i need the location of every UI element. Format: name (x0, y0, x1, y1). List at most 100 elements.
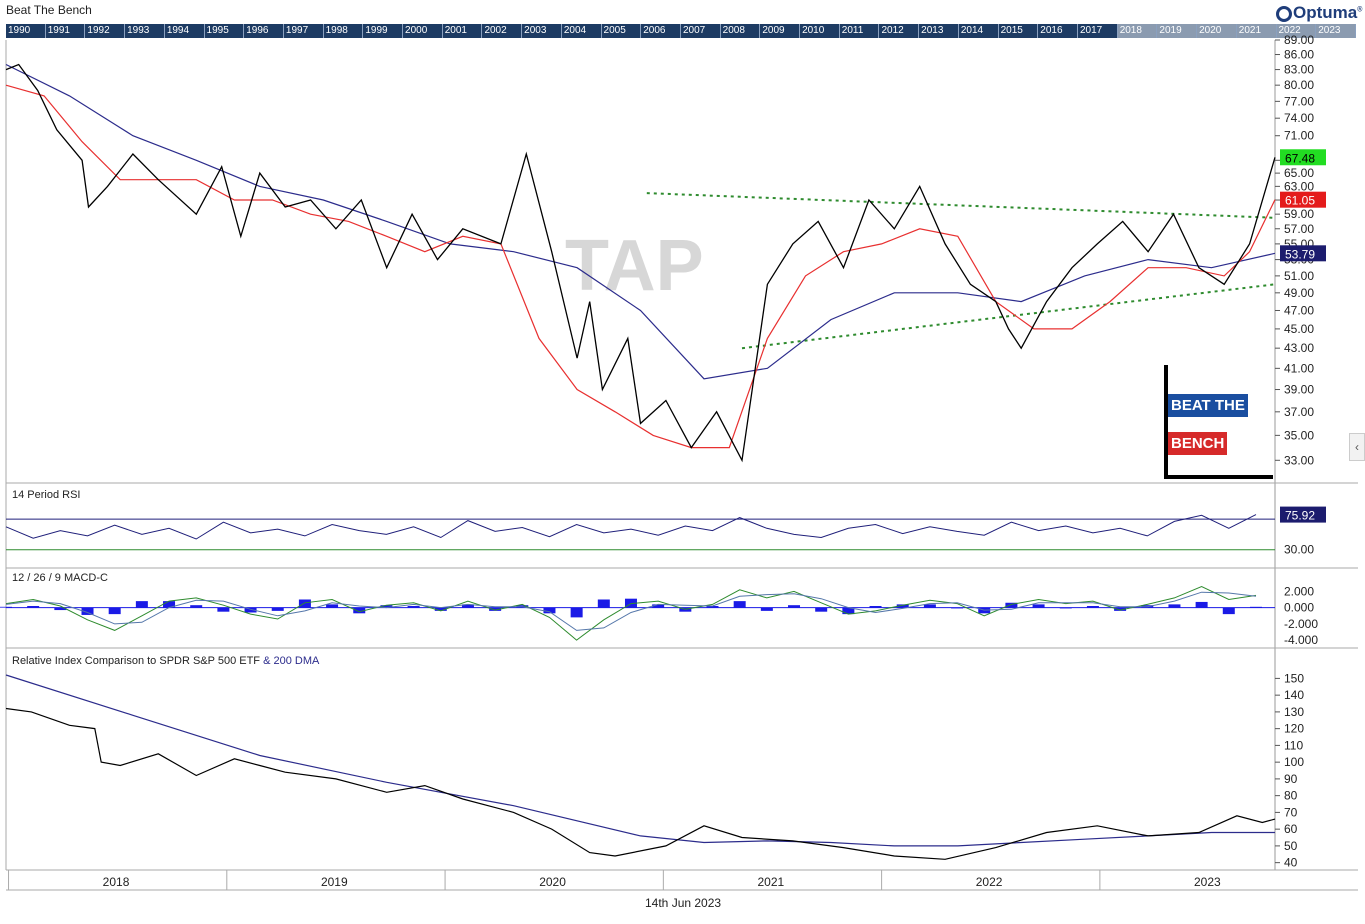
year-button-1992[interactable]: 1992 (85, 24, 126, 38)
relative-panel-title-suffix: & 200 DMA (263, 655, 320, 667)
macd-hist-bar (706, 606, 719, 608)
year-button-1991[interactable]: 1991 (45, 24, 86, 38)
last-value-text-price: 67.48 (1285, 151, 1315, 165)
year-navigator[interactable]: 1990 1991 1992 1993 1994 1995 1996 1997 1998 1999… (6, 24, 1356, 38)
rsi-last-text: 75.92 (1285, 509, 1315, 523)
rsi-tick-label: 30.00 (1284, 543, 1314, 557)
year-button-1994[interactable]: 1994 (164, 24, 205, 38)
year-button-2010[interactable]: 2010 (800, 24, 840, 38)
year-button-2017[interactable]: 2017 (1077, 24, 1118, 38)
macd-hist-bar (543, 607, 556, 614)
last-value-text-ma_fast: 61.05 (1285, 194, 1315, 208)
trendline-upper (646, 192, 1276, 219)
year-button-2022[interactable]: 2022 (1276, 24, 1317, 38)
year-button-2020[interactable]: 2020 (1197, 24, 1237, 38)
macd-hist-bar (407, 606, 420, 608)
year-button-2018[interactable]: 2018 (1117, 24, 1158, 38)
relative-tick-label: 120 (1284, 722, 1304, 736)
year-button-2006[interactable]: 2006 (641, 24, 681, 38)
macd-hist-bar (951, 607, 964, 609)
price-tick-label: 39.00 (1284, 383, 1314, 397)
macd-hist-bar (27, 606, 40, 608)
series-rsi (5, 514, 1257, 540)
collapse-panel-chevron-icon[interactable]: ‹ (1349, 433, 1365, 461)
year-button-1990[interactable]: 1990 (6, 24, 46, 38)
year-button-2012[interactable]: 2012 (879, 24, 920, 38)
year-button-2011[interactable]: 2011 (839, 24, 880, 38)
year-button-1996[interactable]: 1996 (244, 24, 284, 38)
macd-hist-bar (597, 599, 610, 608)
price-tick-label: 83.00 (1284, 63, 1314, 77)
macd-hist-bar (380, 605, 393, 608)
year-button-2014[interactable]: 2014 (958, 24, 999, 38)
year-button-1993[interactable]: 1993 (125, 24, 165, 38)
year-button-2002[interactable]: 2002 (482, 24, 523, 38)
year-button-2001[interactable]: 2001 (442, 24, 483, 38)
series-ma-fast (5, 84, 1276, 449)
relative-tick-label: 110 (1284, 738, 1303, 752)
year-button-1997[interactable]: 1997 (283, 24, 324, 38)
price-tick-label: 74.00 (1284, 111, 1314, 125)
macd-hist-bar (489, 607, 502, 611)
year-button-2016[interactable]: 2016 (1038, 24, 1078, 38)
year-button-2013[interactable]: 2013 (919, 24, 959, 38)
macd-hist-bar (0, 606, 12, 608)
series-macd (5, 585, 1257, 641)
macd-hist-bar (353, 607, 366, 614)
macd-hist-bar (1032, 604, 1045, 608)
year-button-2007[interactable]: 2007 (680, 24, 721, 38)
x-axis-tick-label: 2021 (757, 875, 784, 889)
price-tick-label: 71.00 (1284, 129, 1314, 143)
price-tick-label: 49.00 (1284, 286, 1314, 300)
optuma-o-icon (1276, 6, 1292, 22)
macd-hist-bar (869, 606, 882, 608)
macd-hist-bar (163, 601, 176, 608)
price-tick-label: 86.00 (1284, 48, 1314, 62)
macd-hist-bar (733, 601, 746, 608)
year-button-2021[interactable]: 2021 (1236, 24, 1277, 38)
year-button-2000[interactable]: 2000 (403, 24, 443, 38)
relative-tick-label: 60 (1284, 822, 1298, 836)
year-button-2009[interactable]: 2009 (760, 24, 801, 38)
relative-panel-title: Relative Index Comparison to SPDR S&P 50… (12, 655, 320, 667)
macd-hist-bar (244, 607, 257, 613)
last-value-text-ma_slow: 53.79 (1285, 247, 1315, 261)
macd-tick-label: 0.000 (1284, 601, 1314, 615)
last-value-badge-price (1280, 149, 1326, 166)
macd-hist-bar (842, 607, 855, 615)
watermark-ticker: TAP (565, 226, 704, 306)
year-button-2015[interactable]: 2015 (998, 24, 1039, 38)
year-button-2005[interactable]: 2005 (601, 24, 642, 38)
trendline-lower (741, 283, 1276, 350)
macd-panel-title: 12 / 26 / 9 MACD-C (12, 572, 108, 584)
relative-tick-label: 150 (1284, 671, 1304, 685)
year-button-1999[interactable]: 1999 (363, 24, 404, 38)
relative-tick-label: 80 (1284, 789, 1298, 803)
x-axis-tick-label: 2020 (539, 875, 566, 889)
macd-hist-bar (788, 605, 801, 608)
price-tick-label: 43.00 (1284, 341, 1314, 355)
macd-hist-bar (298, 599, 311, 608)
macd-hist-bar (896, 604, 909, 608)
year-button-1995[interactable]: 1995 (204, 24, 245, 38)
price-tick-label: 51.00 (1284, 269, 1314, 283)
year-button-2008[interactable]: 2008 (720, 24, 761, 38)
price-tick-label: 63.00 (1284, 179, 1314, 193)
year-button-2003[interactable]: 2003 (522, 24, 562, 38)
macd-hist-bar (217, 607, 230, 612)
year-button-2019[interactable]: 2019 (1157, 24, 1198, 38)
rsi-panel-title: 14 Period RSI (12, 489, 80, 501)
x-axis-tick-label: 2019 (321, 875, 348, 889)
x-axis-tick-label: 2022 (976, 875, 1003, 889)
macd-hist-bar (652, 604, 665, 608)
macd-hist-bar (1195, 601, 1208, 608)
last-value-badge-ma_fast (1280, 191, 1326, 208)
price-tick-label: 33.00 (1284, 453, 1314, 467)
series-relative (5, 707, 1276, 860)
macd-hist-bar (81, 607, 94, 615)
year-button-2023[interactable]: 2023 (1316, 24, 1356, 38)
year-button-2004[interactable]: 2004 (561, 24, 602, 38)
price-tick-label: 80.00 (1284, 78, 1314, 92)
year-button-1998[interactable]: 1998 (323, 24, 364, 38)
